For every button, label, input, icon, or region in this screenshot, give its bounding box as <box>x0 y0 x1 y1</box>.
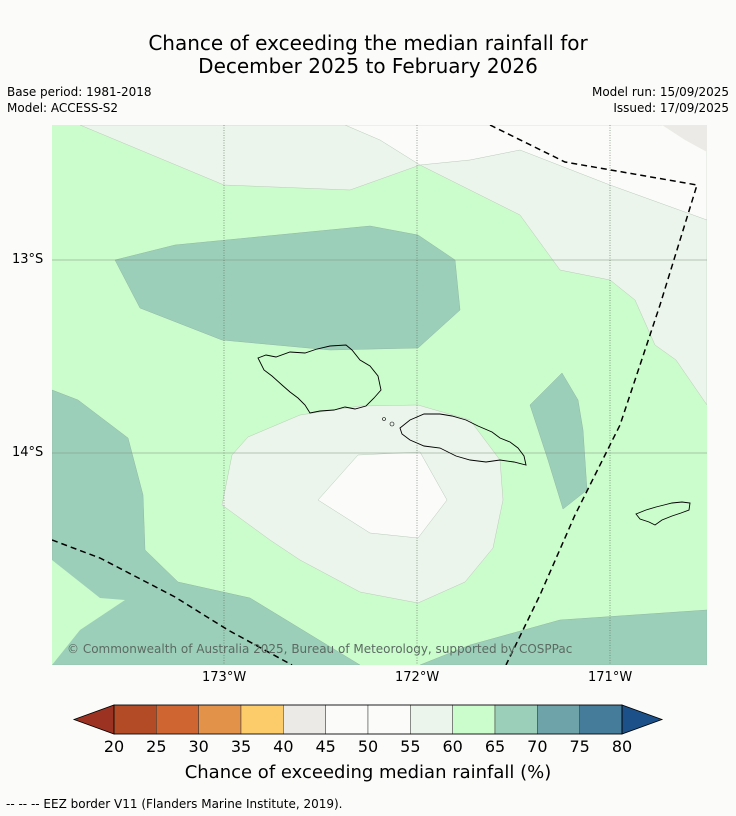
colorbar-segment <box>452 704 496 735</box>
island-manono <box>389 421 395 427</box>
lon-label-173w: 173°W <box>202 670 247 685</box>
island-upolu <box>399 413 527 466</box>
colorbar-segment <box>494 704 538 735</box>
lon-label-171w: 171°W <box>588 670 633 685</box>
eez-border-northeast <box>489 125 698 665</box>
map-panel <box>52 125 707 665</box>
model-run: Model run: 15/09/2025 <box>591 85 729 99</box>
issued-date: Issued: 17/09/2025 <box>613 101 729 115</box>
contour-60-65-west-pocket <box>52 560 125 665</box>
chart-title-line2: December 2025 to February 2026 <box>198 54 538 78</box>
colorbar-tick-label: 20 <box>103 737 125 756</box>
island-savaii <box>257 344 382 414</box>
eez-legend-note: -- -- -- EEZ border V11 (Flanders Marine… <box>6 797 343 811</box>
contour-65-70-north <box>114 225 461 351</box>
colorbar-segment <box>156 704 199 735</box>
colorbar-segment <box>579 704 623 735</box>
colorbar-extend-low <box>72 704 115 735</box>
colorbar-segment <box>537 704 580 735</box>
contour-65-70-south <box>419 609 707 665</box>
colorbar-label: Chance of exceeding median rainfall (%) <box>184 762 552 783</box>
contour-65-70-east <box>529 372 588 510</box>
colorbar-tick-label: 35 <box>230 737 252 756</box>
colorbar-segment <box>283 704 326 735</box>
contour-45-55-central <box>317 451 448 539</box>
colorbar-tick-label: 30 <box>188 737 209 756</box>
lon-label-172w: 172°W <box>395 670 440 685</box>
colorbar-tick-label: 45 <box>315 737 336 756</box>
lat-label-13s: 13°S <box>12 252 44 267</box>
chart-title-line1: Chance of exceeding the median rainfall … <box>148 31 588 55</box>
colorbar-segment <box>367 704 411 735</box>
colorbar-tick-label: 75 <box>569 737 590 756</box>
colorbar-tick-label: 50 <box>357 737 379 756</box>
colorbar-tick-label: 80 <box>611 737 633 756</box>
contour-65-70-west <box>52 389 361 665</box>
eez-border-southwest <box>52 539 293 665</box>
colorbar-tick-label: 65 <box>484 737 506 756</box>
colorbar-segment <box>325 704 369 735</box>
colorbar-segment <box>113 704 157 735</box>
colorbar-segment <box>240 704 284 735</box>
contour-40-45-corner <box>662 125 707 152</box>
base-period: Base period: 1981-2018 <box>7 85 152 99</box>
colorbar-tick-label: 40 <box>273 737 294 756</box>
contour-45-55-north <box>344 125 707 221</box>
model-name: Model: ACCESS-S2 <box>7 101 119 115</box>
colorbar-extend-high <box>621 704 664 735</box>
copyright-notice: © Commonwealth of Australia 2025, Bureau… <box>67 642 573 656</box>
colorbar-outline <box>113 704 623 735</box>
colorbar <box>72 704 664 735</box>
colorbar-segment <box>410 704 453 735</box>
colorbar-segment <box>198 704 242 735</box>
colorbar-tick-label: 55 <box>400 737 421 756</box>
island-apolima <box>382 417 386 421</box>
colorbar-tick-label: 25 <box>146 737 167 756</box>
island-tutuila <box>635 501 691 526</box>
colorbar-tick-label: 70 <box>527 737 548 756</box>
lat-label-14s: 14°S <box>12 445 44 460</box>
colorbar-tick-label: 60 <box>442 737 463 756</box>
